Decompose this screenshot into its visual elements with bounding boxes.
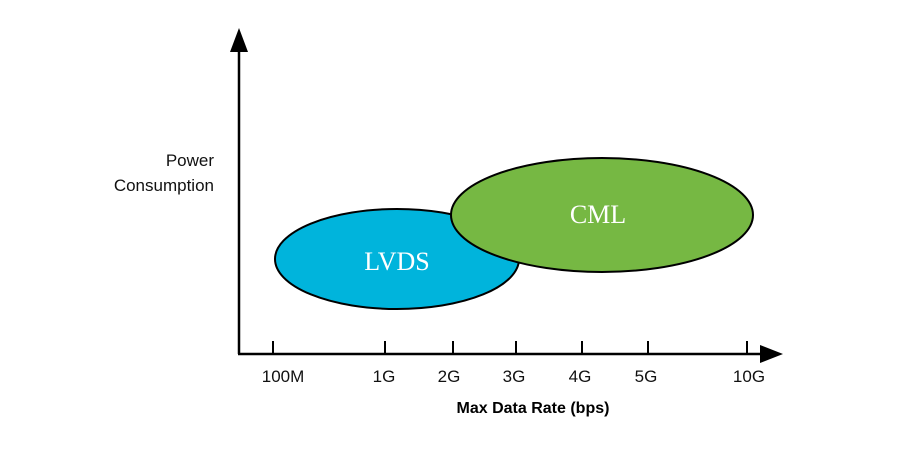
y-axis-arrow [230,28,248,52]
cml-label: CML [570,200,626,229]
tick-label-2g: 2G [438,367,461,386]
x-ticks [272,341,748,354]
tick-label-4g: 4G [569,367,592,386]
y-axis-label-line-2: Consumption [114,176,214,195]
lvds-label: LVDS [364,247,430,276]
x-axis-label: Max Data Rate (bps) [457,400,610,417]
tick-label-3g: 3G [503,367,526,386]
tick-label-5g: 5G [635,367,658,386]
tick-label-100m: 100M [262,367,305,386]
tick-label-1g: 1G [373,367,396,386]
cml-region [450,157,754,273]
tick-label-10g: 10G [733,367,765,386]
y-axis-label-line-1: Power [166,151,215,170]
x-axis-arrow [760,345,783,363]
